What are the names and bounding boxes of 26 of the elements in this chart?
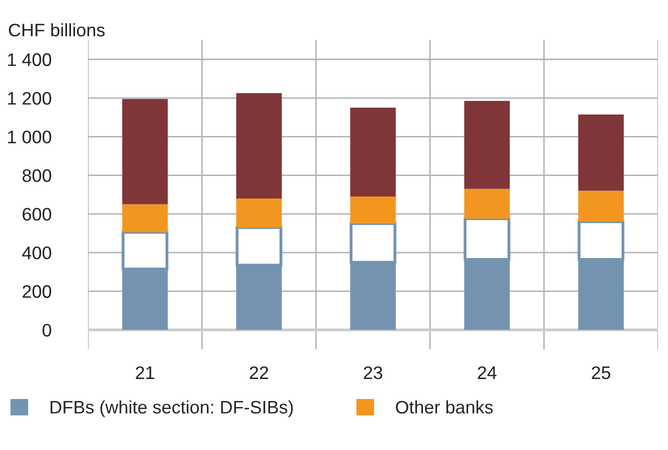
y-tick-label: 800 [22, 169, 52, 182]
bar [464, 188, 510, 219]
bar [236, 93, 282, 198]
x-tick-label: 23 [364, 366, 382, 380]
y-tick-label: 200 [22, 285, 52, 298]
x-tick-label: 24 [478, 366, 497, 379]
bar [578, 190, 624, 222]
x-tick-label: 21 [136, 366, 154, 379]
bar [122, 98, 168, 204]
legend-label: Other banks [396, 400, 493, 414]
y-tick-label: 400 [22, 246, 52, 260]
x-tick-label: 25 [592, 366, 610, 380]
y-tick-label: 0 [42, 324, 52, 337]
y-tick-label: 1 000 [8, 130, 52, 144]
y-tick-label: 600 [22, 208, 52, 221]
bar [350, 196, 396, 224]
bar [578, 114, 624, 191]
y-tick-label: 1 200 [8, 92, 52, 105]
bar [464, 100, 510, 189]
y-axis-title: CHF billions [8, 23, 105, 36]
legend-label: DFBs (white section: DF-SIBs) [50, 400, 293, 418]
bar [350, 108, 396, 197]
y-tick-label: 1 400 [8, 53, 52, 66]
bar [122, 204, 168, 232]
x-tick-label: 22 [250, 366, 268, 379]
bar [236, 198, 282, 228]
